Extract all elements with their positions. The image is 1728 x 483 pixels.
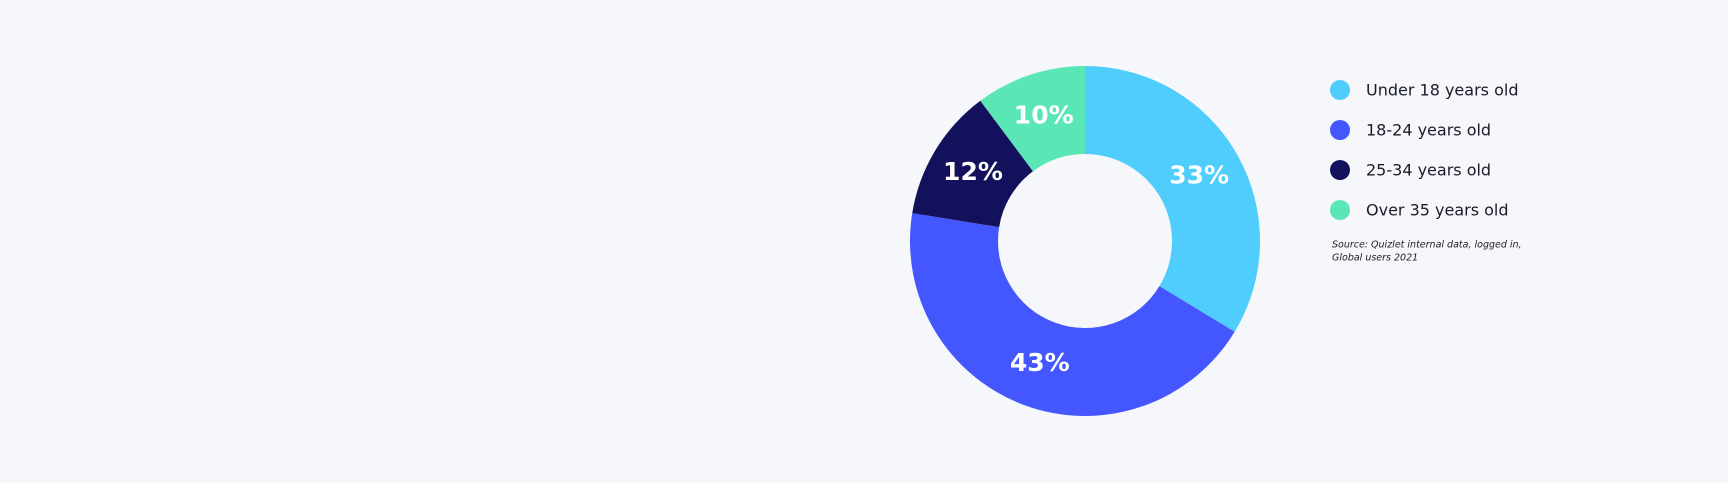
value-label: 12% bbox=[943, 157, 1003, 186]
legend-label: Under 18 years old bbox=[1366, 81, 1518, 100]
slice bbox=[1085, 66, 1260, 332]
slice bbox=[912, 100, 1033, 228]
legend-label: Over 35 years old bbox=[1366, 201, 1509, 220]
legend-label: 25-34 years old bbox=[1366, 161, 1491, 180]
legend-swatch bbox=[1330, 160, 1350, 180]
source-line: Global users 2021 bbox=[1332, 253, 1418, 264]
slice bbox=[910, 213, 1235, 417]
legend-swatch bbox=[1330, 200, 1350, 220]
value-label: 10% bbox=[1014, 101, 1074, 130]
source-line: Source: Quizlet internal data, logged in… bbox=[1332, 240, 1522, 251]
legend-swatch bbox=[1330, 120, 1350, 140]
legend-swatch bbox=[1330, 80, 1350, 100]
slice bbox=[980, 66, 1085, 172]
value-label: 43% bbox=[1010, 348, 1070, 377]
value-label: 33% bbox=[1169, 161, 1229, 190]
legend-label: 18-24 years old bbox=[1366, 121, 1491, 140]
